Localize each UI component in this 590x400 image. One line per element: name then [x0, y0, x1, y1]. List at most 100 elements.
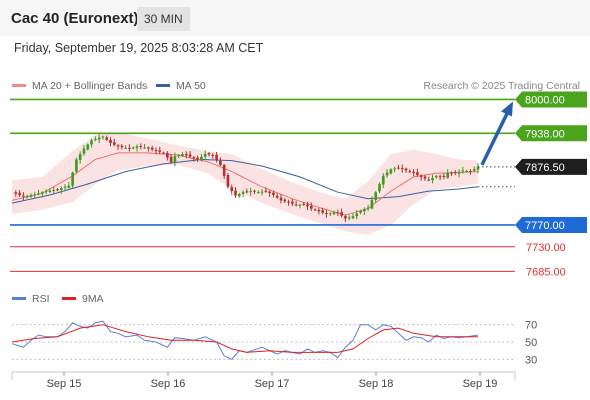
candle-body — [90, 140, 93, 145]
candle-body — [366, 207, 370, 209]
candle-body — [143, 147, 146, 149]
candle-body — [389, 169, 393, 174]
candle-body — [230, 187, 234, 192]
candle-body — [400, 168, 404, 170]
candle-body — [260, 191, 264, 193]
candle-body — [173, 156, 177, 163]
candle-body — [249, 191, 253, 193]
candle-body — [347, 217, 351, 219]
candle-body — [241, 192, 245, 194]
legend-ma20: MA 20 + Bollinger Bands — [12, 80, 147, 92]
candle-body — [302, 203, 306, 205]
level-label-7770.00: 7770.00 — [525, 220, 565, 232]
candle-body — [355, 213, 359, 217]
level-label-7730.00: 7730.00 — [526, 242, 566, 254]
candle-body — [245, 191, 249, 193]
legend-ma50: MA 50 — [156, 80, 206, 92]
candle-body — [101, 136, 105, 138]
candle-body — [306, 204, 309, 207]
candle-body — [237, 193, 241, 197]
bollinger-band-area — [12, 132, 478, 235]
candle-body — [321, 210, 324, 213]
candle-body — [139, 145, 143, 147]
candle-body — [412, 171, 415, 174]
legend-rsi-ma: 9MA — [62, 293, 104, 305]
candle-body — [344, 216, 347, 219]
candle-body — [294, 204, 298, 206]
candle-body — [393, 168, 396, 170]
candle-body — [222, 164, 226, 176]
rsi-ma-swatch — [62, 296, 76, 300]
candle-body — [105, 137, 109, 140]
projection-arrow-shaft — [480, 108, 511, 166]
candle-body — [385, 172, 389, 176]
candle-body — [112, 142, 116, 145]
candle-body — [340, 212, 343, 216]
candle-body — [457, 171, 461, 174]
candle-body — [416, 172, 419, 176]
candle-body — [22, 195, 25, 197]
candle-body — [75, 159, 78, 172]
candle-body — [253, 190, 256, 192]
level-tag-8000.00 — [515, 91, 587, 108]
candle-body — [359, 210, 362, 213]
candle-body — [52, 190, 56, 192]
candle-body — [283, 199, 287, 202]
candle-body — [219, 160, 222, 165]
candle-body — [442, 175, 446, 177]
candle-body — [71, 172, 74, 186]
candle-body — [40, 192, 44, 194]
candle-body — [279, 197, 283, 201]
candle-body — [378, 184, 381, 192]
candle-body — [351, 216, 355, 219]
candle-body — [317, 209, 321, 212]
candle-body — [291, 201, 294, 204]
legend-ma50-label: MA 50 — [176, 80, 206, 92]
candle-body — [128, 147, 131, 149]
x-label-Sep 19: Sep 19 — [463, 378, 498, 390]
candle-body — [476, 166, 480, 170]
timestamp: Friday, September 19, 2025 8:03:28 AM CE… — [14, 41, 264, 55]
candle-body — [408, 171, 412, 173]
level-tag-7938.00 — [515, 125, 587, 142]
candle-body — [374, 192, 378, 200]
x-label-Sep 17: Sep 17 — [255, 378, 290, 390]
rsi-tick-50: 50 — [525, 337, 537, 349]
candle-body — [135, 146, 139, 148]
current-price-label: 7876.50 — [525, 162, 565, 174]
instrument-title: Cac 40 (Euronext) — [11, 10, 139, 27]
candle-body — [363, 209, 366, 212]
candle-body — [116, 145, 120, 147]
candle-body — [59, 188, 63, 190]
x-label-Sep 18: Sep 18 — [359, 378, 394, 390]
candle-body — [465, 170, 468, 172]
candle-body — [370, 199, 374, 209]
candle-body — [419, 175, 423, 177]
candle-body — [14, 192, 18, 194]
candle-body — [234, 190, 237, 196]
candle-body — [332, 212, 336, 215]
candle-body — [154, 150, 158, 152]
candle-body — [427, 179, 431, 181]
x-label-Sep 16: Sep 16 — [151, 378, 186, 390]
candle-body — [461, 170, 465, 172]
rsi-ma-line — [11, 324, 478, 353]
candle-body — [264, 190, 268, 192]
legend-rsi: RSI — [12, 293, 50, 305]
candle-body — [150, 147, 154, 150]
candle-body — [207, 153, 211, 155]
copyright-notice: Research © 2025 Trading Central — [423, 80, 580, 92]
candle-body — [37, 193, 40, 195]
candle-body — [124, 147, 127, 149]
candle-body — [336, 212, 340, 214]
legend-rsi-ma-label: 9MA — [82, 293, 104, 305]
candle-body — [188, 154, 192, 157]
candle-body — [48, 190, 52, 193]
candle-body — [18, 192, 21, 196]
candle-body — [453, 171, 457, 174]
candle-body — [184, 154, 188, 156]
timeframe-badge[interactable]: 30 MIN — [137, 7, 190, 31]
legend-ma20-label: MA 20 + Bollinger Bands — [32, 80, 148, 92]
candle-body — [200, 156, 203, 161]
